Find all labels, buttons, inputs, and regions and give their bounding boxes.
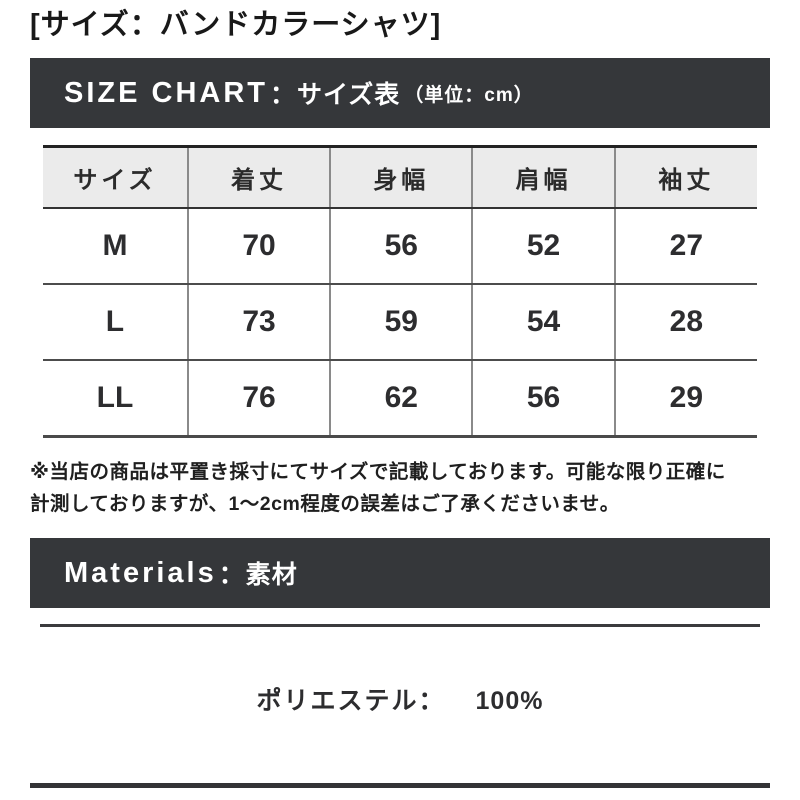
page-title: [サイズ：バンドカラーシャツ] xyxy=(30,9,442,41)
materials-divider-line xyxy=(40,624,760,628)
column-header-body-length: 着丈 xyxy=(186,146,331,210)
materials-heading-ja: 素材 xyxy=(245,561,298,590)
value-cell: 62 xyxy=(329,360,473,437)
value-cell: 27 xyxy=(613,208,757,286)
materials-heading-separator: ： xyxy=(218,561,244,590)
value-cell: 29 xyxy=(613,360,757,437)
size-label: LL xyxy=(43,360,188,437)
size-chart-heading-unit: （単位：cm） xyxy=(404,84,534,106)
materials-heading-en: Materials xyxy=(64,556,217,589)
material-composition: ポリエステル： 100% xyxy=(30,681,770,717)
material-percentage: 100% xyxy=(475,687,544,716)
column-header-sleeve-length: 袖丈 xyxy=(613,146,757,210)
value-cell: 56 xyxy=(471,360,615,437)
size-chart-table: サイズ 着丈 身幅 肩幅 袖丈 M 70 56 52 27 L 73 xyxy=(43,145,757,439)
table-row-ll: LL 76 62 56 29 xyxy=(43,360,757,437)
value-cell: 52 xyxy=(471,208,615,286)
size-chart-banner: SIZE CHART：サイズ表 （単位：cm） xyxy=(30,58,770,129)
column-header-body-width: 身幅 xyxy=(329,146,473,210)
value-cell: 73 xyxy=(186,284,331,362)
size-label: L xyxy=(43,284,188,362)
size-table-header-row: サイズ 着丈 身幅 肩幅 袖丈 xyxy=(43,146,757,210)
material-name: ポリエステル： xyxy=(256,687,446,716)
value-cell: 28 xyxy=(613,284,757,362)
measurement-note-line2: 計測しておりますが、1〜2cm程度の誤差はご了承くださいませ。 xyxy=(30,492,620,515)
size-label: M xyxy=(43,208,188,286)
value-cell: 56 xyxy=(329,208,473,286)
table-row-l: L 73 59 54 28 xyxy=(43,284,757,362)
size-chart-heading-ja: サイズ表 xyxy=(297,81,401,110)
value-cell: 70 xyxy=(186,208,331,286)
size-table-container: サイズ 着丈 身幅 肩幅 袖丈 M 70 56 52 27 L 73 xyxy=(43,145,757,439)
size-chart-heading-separator: ： xyxy=(270,81,296,110)
column-header-shoulder-width: 肩幅 xyxy=(471,146,615,210)
value-cell: 59 xyxy=(329,284,473,362)
value-cell: 76 xyxy=(186,360,331,437)
measurement-note-line1: ※当店の商品は平置き採寸にてサイズで記載しております。可能な限り正確に xyxy=(30,461,726,484)
table-row-m: M 70 56 52 27 xyxy=(43,208,757,286)
measurement-note: ※当店の商品は平置き採寸にてサイズで記載しております。可能な限り正確に 計測して… xyxy=(30,457,770,520)
value-cell: 54 xyxy=(471,284,615,362)
materials-banner: Materials：素材 xyxy=(30,538,770,609)
column-header-size: サイズ xyxy=(43,146,188,210)
size-chart-heading-en: SIZE CHART xyxy=(64,76,268,109)
bottom-divider-line xyxy=(30,783,770,789)
